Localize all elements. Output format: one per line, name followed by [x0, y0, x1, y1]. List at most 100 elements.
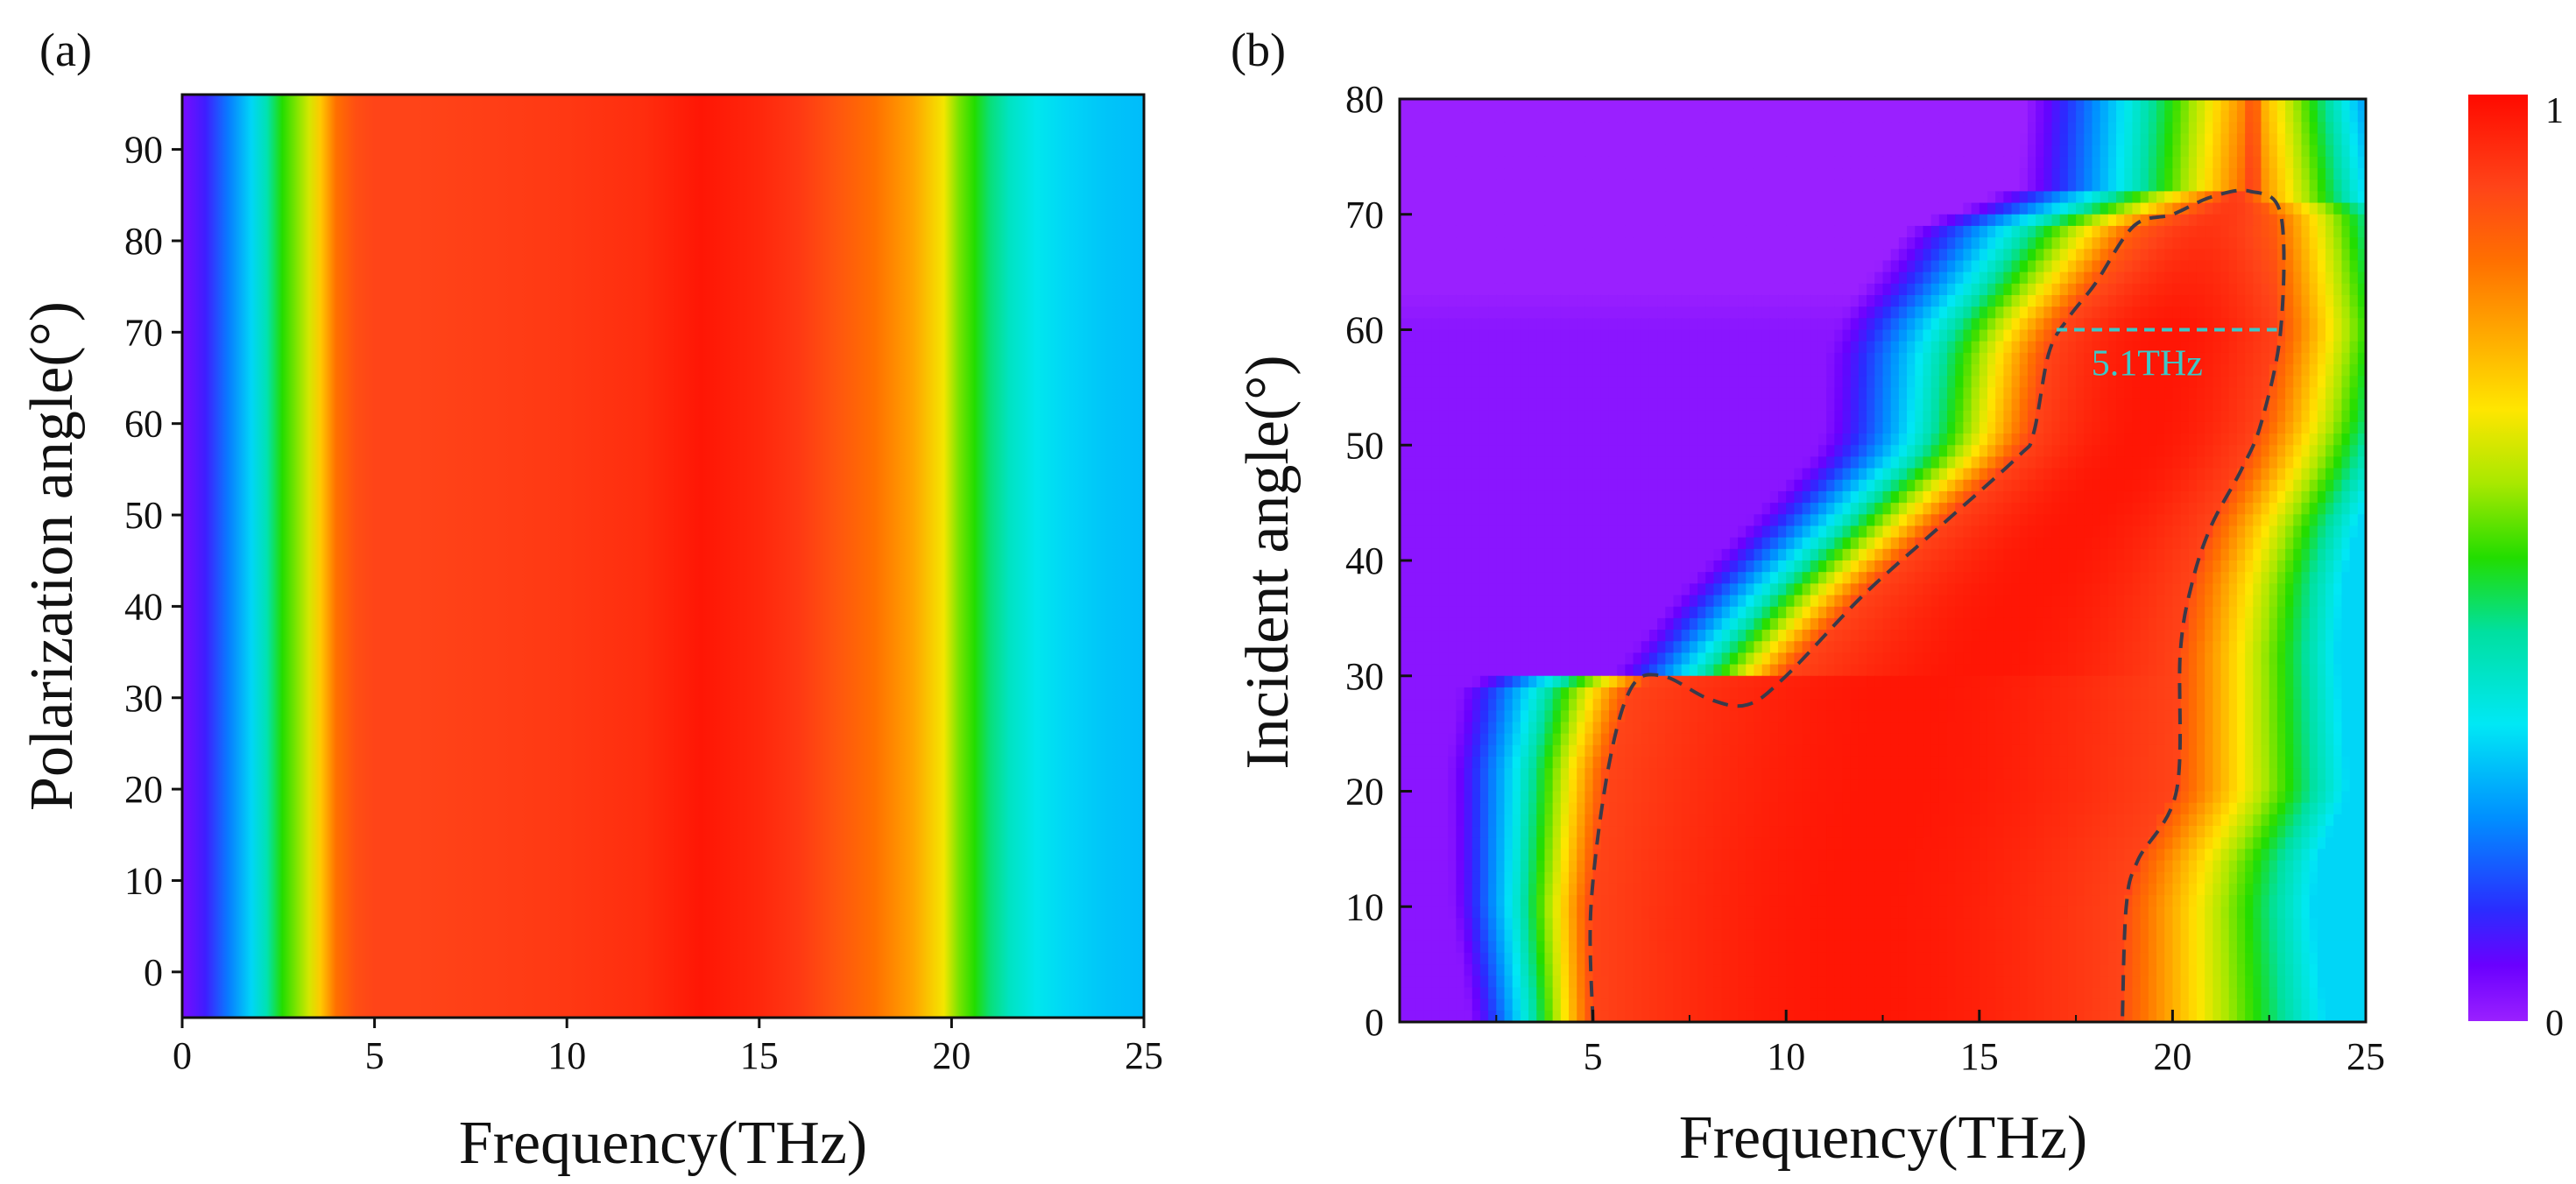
heat-cell — [1592, 260, 1602, 273]
heat-cell — [1713, 307, 1723, 320]
heat-cell — [2132, 249, 2142, 262]
heat-cell — [2156, 525, 2166, 539]
heat-cell — [1794, 352, 1803, 365]
heat-cell — [1738, 202, 1747, 215]
heat-cell — [2180, 468, 2190, 481]
heat-cell — [1867, 271, 1876, 285]
heat-cell — [2180, 490, 2190, 504]
heat-cell — [2116, 294, 2126, 307]
heat-cell — [1826, 456, 1836, 469]
heat-cell — [1713, 514, 1723, 527]
heat-cell — [1769, 503, 1779, 516]
heat-cell — [2293, 525, 2303, 539]
heat-cell — [1512, 214, 1521, 227]
heat-cell — [1464, 133, 1473, 146]
heat-cell — [1617, 110, 1627, 123]
heat-cell — [1930, 283, 1940, 296]
heat-cell — [1448, 560, 1457, 573]
heat-cell — [2019, 318, 2029, 331]
heat-cell — [1769, 421, 1779, 434]
heat-cell — [1536, 364, 1546, 377]
heat-cell — [1520, 341, 1529, 354]
heat-cell — [2325, 364, 2335, 377]
heat-cell — [2301, 410, 2311, 423]
heat-cell — [1673, 433, 1683, 447]
heat-cell — [2051, 191, 2061, 204]
heat-cell — [1633, 514, 1642, 527]
heat-cell — [2067, 225, 2077, 238]
heat-cell — [1496, 376, 1506, 389]
heat-cell — [1577, 537, 1586, 550]
heat-cell — [2180, 307, 2190, 320]
heat-cell — [2188, 537, 2198, 550]
heat-cell — [1625, 468, 1634, 481]
heat-cell — [2333, 271, 2343, 285]
heat-cell — [2124, 479, 2134, 492]
heat-cell — [2357, 468, 2366, 481]
heat-cell — [1721, 237, 1731, 250]
heat-cell — [1713, 548, 1723, 561]
heat-cell — [1721, 329, 1731, 342]
heat-cell — [2132, 225, 2142, 238]
heat-cell — [2148, 202, 2157, 215]
heat-cell — [1528, 456, 1538, 469]
heat-cell — [2269, 503, 2278, 516]
heat-cell — [1761, 225, 1771, 238]
heat-cell — [2100, 180, 2109, 193]
heat-cell — [1898, 421, 1908, 434]
heat-cell — [1987, 202, 1996, 215]
heat-cell — [2236, 237, 2246, 250]
heat-cell — [1874, 191, 1884, 204]
heat-cell — [1874, 249, 1884, 262]
heat-cell — [1955, 144, 1965, 158]
heat-cell — [1802, 387, 1811, 400]
heat-cell — [2084, 260, 2093, 273]
heat-cell — [1761, 525, 1771, 539]
heat-cell — [1817, 180, 1827, 193]
heat-cell — [2148, 503, 2157, 516]
heat-cell — [2325, 294, 2335, 307]
heat-cell — [1971, 122, 1980, 135]
heat-cell — [1431, 560, 1441, 573]
heat-cell — [1536, 133, 1546, 146]
heat-cell — [1456, 479, 1465, 492]
heat-cell — [2357, 398, 2366, 412]
heat-cell — [2092, 122, 2101, 135]
heat-cell — [1641, 387, 1650, 400]
heat-cell — [2076, 398, 2086, 412]
heat-cell — [1850, 99, 1860, 111]
heat-cell — [1850, 514, 1860, 527]
heat-cell — [1456, 410, 1465, 423]
heat-cell — [1528, 294, 1538, 307]
heat-cell — [1520, 191, 1529, 204]
heat-cell — [1496, 352, 1506, 365]
heat-cell — [1456, 144, 1465, 158]
heat-cell — [2092, 318, 2101, 331]
heat-cell — [2333, 133, 2343, 146]
heat-cell — [1850, 214, 1860, 227]
heat-cell — [1464, 445, 1473, 458]
heat-cell — [1826, 364, 1836, 377]
heat-cell — [1746, 387, 1755, 400]
heat-cell — [2309, 329, 2318, 342]
heat-cell — [1987, 283, 1996, 296]
heat-cell — [2341, 445, 2351, 458]
heat-cell — [1544, 283, 1554, 296]
heat-cell — [2220, 271, 2230, 285]
heat-cell — [1697, 490, 1707, 504]
heat-cell — [2140, 180, 2149, 193]
heat-cell — [1423, 283, 1433, 296]
heat-cell — [1834, 456, 1844, 469]
heat-cell — [1544, 468, 1554, 481]
heat-cell — [2301, 318, 2311, 331]
heat-cell — [1617, 490, 1627, 504]
heat-cell — [1882, 133, 1892, 146]
heat-cell — [1867, 122, 1876, 135]
heat-cell — [2301, 214, 2311, 227]
heat-cell — [2188, 329, 2198, 342]
heat-cell — [1665, 490, 1675, 504]
heat-cell — [1479, 225, 1489, 238]
heat-cell — [1641, 249, 1650, 262]
heat-cell — [1746, 144, 1755, 158]
heat-cell — [1963, 525, 1973, 539]
